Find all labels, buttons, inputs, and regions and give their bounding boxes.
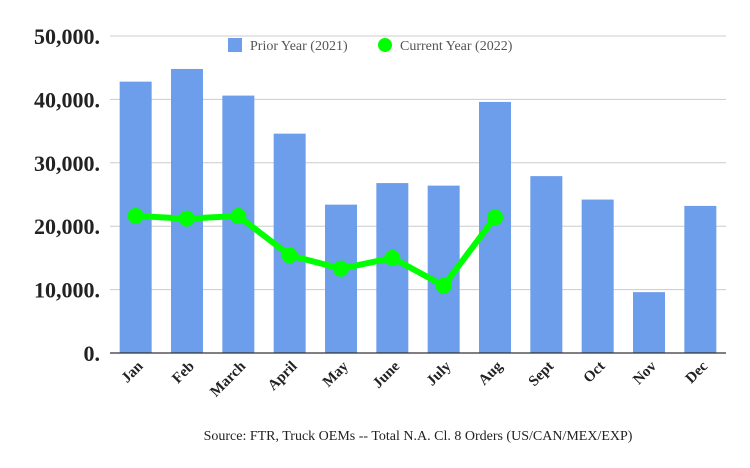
point-current-year (230, 208, 247, 225)
point-current-year (487, 209, 503, 226)
legend-label-prior-year: Prior Year (2021) (250, 39, 348, 54)
legend-swatch-prior-year (228, 38, 242, 52)
x-tick-label: April (265, 359, 300, 394)
point-current-year (333, 260, 349, 277)
y-tick-label: 20,000. (34, 214, 100, 239)
x-tick-label: Dec (683, 358, 712, 387)
legend: Prior Year (2021) Current Year (2022) (228, 38, 513, 54)
y-tick-label: 0. (84, 341, 101, 366)
line-current-year (132, 213, 498, 289)
point-current-year (281, 247, 298, 264)
x-tick-label: Oct (581, 359, 609, 387)
bar-prior-year (530, 176, 563, 353)
bar-prior-year (633, 292, 665, 353)
bar-layer (119, 68, 717, 353)
bar-prior-year (684, 205, 717, 353)
grid-layer (110, 35, 726, 291)
x-tick-label: Sept (526, 359, 557, 390)
y-tick-label: 50,000. (34, 24, 100, 49)
x-tick-label: July (424, 358, 455, 389)
x-tick-label: March (207, 358, 249, 400)
x-tick-label: Aug (476, 358, 507, 389)
x-tick-label: May (320, 358, 352, 390)
y-tick-label: 30,000. (34, 151, 100, 176)
point-current-year (435, 277, 452, 294)
bar-prior-year (581, 199, 614, 353)
legend-label-current-year: Current Year (2022) (400, 39, 513, 54)
x-tick-label: Jan (119, 358, 147, 386)
y-tick-label: 40,000. (34, 87, 100, 112)
source-note: Source: FTR, Truck OEMs -- Total N.A. Cl… (204, 429, 633, 444)
bar-prior-year (376, 183, 409, 353)
point-current-year (384, 249, 401, 266)
y-tick-label: 10,000. (34, 278, 100, 303)
bar-prior-year (273, 133, 306, 353)
x-tick-label: June (370, 358, 403, 391)
x-tick-label: Nov (630, 358, 660, 388)
point-current-year (127, 208, 144, 225)
x-tick-label: Feb (169, 359, 197, 387)
legend-swatch-current-year (378, 38, 392, 52)
line-layer (127, 208, 503, 294)
bar-prior-year (325, 204, 357, 353)
point-current-year (179, 210, 195, 227)
